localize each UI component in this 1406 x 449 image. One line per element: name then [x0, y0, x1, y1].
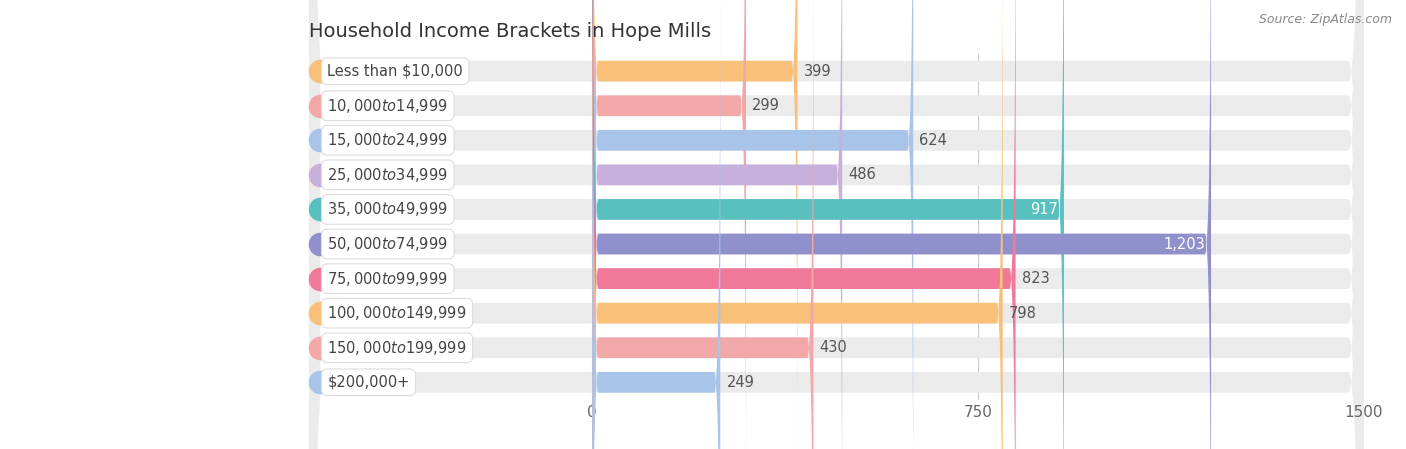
FancyBboxPatch shape	[592, 0, 1211, 449]
Text: $150,000 to $199,999: $150,000 to $199,999	[328, 339, 467, 357]
FancyBboxPatch shape	[592, 0, 797, 449]
Text: $35,000 to $49,999: $35,000 to $49,999	[328, 200, 449, 219]
FancyBboxPatch shape	[592, 0, 914, 449]
Text: Household Income Brackets in Hope Mills: Household Income Brackets in Hope Mills	[309, 22, 711, 41]
Text: $200,000+: $200,000+	[328, 375, 409, 390]
Text: $100,000 to $149,999: $100,000 to $149,999	[328, 304, 467, 322]
FancyBboxPatch shape	[592, 0, 747, 449]
FancyBboxPatch shape	[309, 0, 1364, 449]
Text: 1,203: 1,203	[1163, 237, 1205, 251]
FancyBboxPatch shape	[309, 0, 1364, 449]
Text: 299: 299	[752, 98, 780, 113]
FancyBboxPatch shape	[592, 0, 1015, 449]
FancyBboxPatch shape	[309, 0, 1364, 449]
FancyBboxPatch shape	[592, 0, 814, 449]
FancyBboxPatch shape	[309, 0, 1364, 449]
FancyBboxPatch shape	[592, 0, 842, 449]
Text: $15,000 to $24,999: $15,000 to $24,999	[328, 131, 449, 150]
FancyBboxPatch shape	[309, 0, 1364, 449]
FancyBboxPatch shape	[592, 0, 1002, 449]
Text: 399: 399	[804, 64, 831, 79]
FancyBboxPatch shape	[309, 0, 1364, 449]
Text: 430: 430	[820, 340, 848, 355]
Text: 624: 624	[920, 133, 948, 148]
Text: 798: 798	[1010, 306, 1036, 321]
Text: $10,000 to $14,999: $10,000 to $14,999	[328, 97, 449, 115]
FancyBboxPatch shape	[309, 0, 1364, 449]
FancyBboxPatch shape	[309, 0, 1364, 449]
Text: $25,000 to $34,999: $25,000 to $34,999	[328, 166, 449, 184]
FancyBboxPatch shape	[309, 0, 1364, 449]
Text: 917: 917	[1029, 202, 1057, 217]
Text: 486: 486	[848, 167, 876, 182]
FancyBboxPatch shape	[592, 0, 720, 449]
Text: 249: 249	[727, 375, 755, 390]
Text: $50,000 to $74,999: $50,000 to $74,999	[328, 235, 449, 253]
FancyBboxPatch shape	[309, 0, 1364, 449]
Text: Source: ZipAtlas.com: Source: ZipAtlas.com	[1258, 13, 1392, 26]
Text: 823: 823	[1022, 271, 1049, 286]
FancyBboxPatch shape	[592, 0, 1064, 449]
Text: $75,000 to $99,999: $75,000 to $99,999	[328, 269, 449, 288]
Text: Less than $10,000: Less than $10,000	[328, 64, 463, 79]
